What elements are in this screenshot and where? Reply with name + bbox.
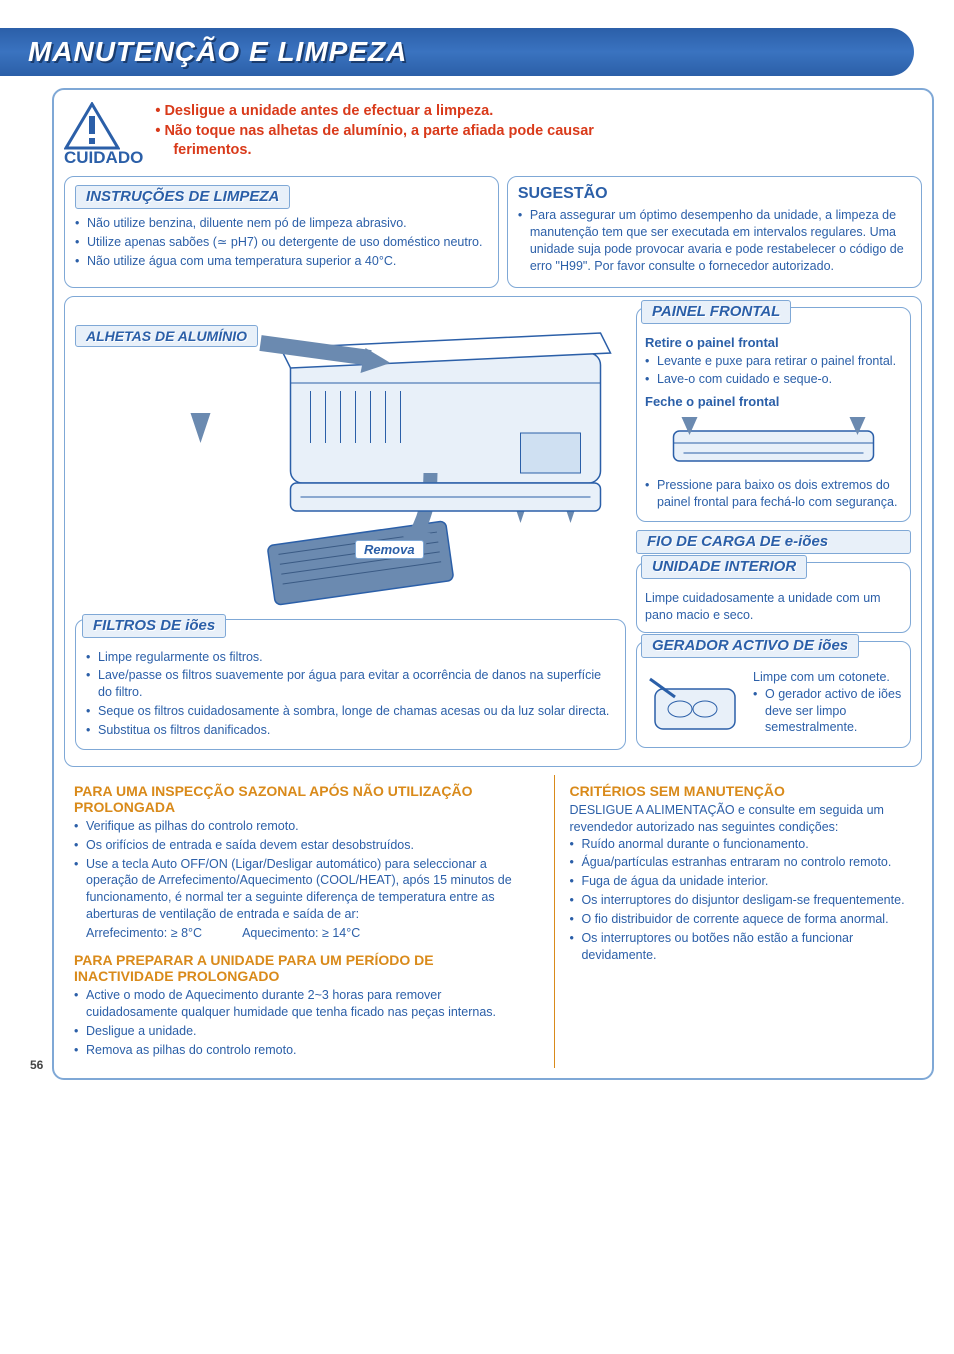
sugestao-text: Para assegurar um óptimo desempenho da u… <box>518 207 911 275</box>
fio-title: FIO DE CARGA DE e-iões <box>636 530 911 554</box>
painel-feche-body: Pressione para baixo os dois extremos do… <box>645 477 902 511</box>
caution-text: • Desligue a unidade antes de efectuar a… <box>155 102 594 161</box>
criterios-item: O fio distribuidor de corrente aquece de… <box>569 911 912 928</box>
inspeccao-item: Os orifícios de entrada e saída devem es… <box>74 837 536 854</box>
criterios-body: Ruído anormal durante o funcionamento. Á… <box>569 836 912 964</box>
inspeccao-aquec: Aquecimento: ≥ 14°C <box>242 925 360 942</box>
preparar-body: Active o modo de Aquecimento durante 2~3… <box>74 987 536 1059</box>
unidade-title: UNIDADE INTERIOR <box>641 555 807 579</box>
filtros-item: Lave/passe os filtros suavemente por águ… <box>86 667 615 701</box>
sugestao-body: Para assegurar um óptimo desempenho da u… <box>518 207 911 275</box>
filtros-title: FILTROS DE iões <box>82 614 226 638</box>
caution-line1: • Desligue a unidade antes de efectuar a… <box>155 102 594 122</box>
filtros-item: Substitua os filtros danificados. <box>86 722 615 739</box>
inspeccao-body: Verifique as pilhas do controlo remoto. … <box>74 818 536 942</box>
criterios-item: Os interruptores do disjuntor desligam-s… <box>569 892 912 909</box>
painel-feche-heading: Feche o painel frontal <box>645 394 902 409</box>
unidade-text: Limpe cuidadosamente a unidade com um pa… <box>645 590 902 624</box>
bottom-row: PARA UMA INSPECÇÃO SAZONAL APÓS NÃO UTIL… <box>64 775 922 1069</box>
painel-retire-item: Lave-o com cuidado e seque-o. <box>645 371 902 388</box>
criterios-item: Fuga de água da unidade interior. <box>569 873 912 890</box>
gerador-box: GERADOR ACTIVO DE iões Limpe com um co <box>636 641 911 748</box>
page-header: MANUTENÇÃO E LIMPEZA <box>0 28 914 76</box>
inspeccao-title: PARA UMA INSPECÇÃO SAZONAL APÓS NÃO UTIL… <box>74 783 536 815</box>
filtros-item: Seque os filtros cuidadosamente à sombra… <box>86 703 615 720</box>
caution-line2: • Não toque nas alhetas de alumínio, a p… <box>155 122 594 142</box>
page-title: MANUTENÇÃO E LIMPEZA <box>28 36 407 67</box>
remova-label: Remova <box>355 540 424 559</box>
diagram-left: ALHETAS DE ALUMÍNIO <box>75 307 626 756</box>
criterios-item: Ruído anormal durante o funcionamento. <box>569 836 912 853</box>
preparar-item: Desligue a unidade. <box>74 1023 536 1040</box>
bottom-right-col: CRITÉRIOS SEM MANUTENÇÃO DESLIGUE A ALIM… <box>554 775 922 1069</box>
painel-feche-item: Pressione para baixo os dois extremos do… <box>645 477 902 511</box>
inspeccao-arref: Arrefecimento: ≥ 8°C <box>86 925 202 942</box>
criterios-item: Água/partículas estranhas entraram no co… <box>569 854 912 871</box>
criterios-lead: DESLIGUE A ALIMENTAÇÃO e consulte em seg… <box>569 802 912 836</box>
preparar-title: PARA PREPARAR A UNIDADE PARA UM PERÍODO … <box>74 952 536 984</box>
caution-icon-block: CUIDADO <box>64 102 143 168</box>
main-diagram-panel: ALHETAS DE ALUMÍNIO <box>64 296 922 767</box>
sugestao-title: SUGESTÃO <box>518 185 911 203</box>
criterios-title: CRITÉRIOS SEM MANUTENÇÃO <box>569 783 912 799</box>
instrucoes-item: Não utilize água com uma temperatura sup… <box>75 253 488 270</box>
instrucoes-item: Utilize apenas sabões (≃ pH7) ou deterge… <box>75 234 488 251</box>
preparar-item: Active o modo de Aquecimento durante 2~3… <box>74 987 536 1021</box>
inspeccao-item: Verifique as pilhas do controlo remoto. <box>74 818 536 835</box>
top-row: INSTRUÇÕES DE LIMPEZA Não utilize benzin… <box>64 176 922 296</box>
instrucoes-item: Não utilize benzina, diluente nem pó de … <box>75 215 488 232</box>
gerador-title: GERADOR ACTIVO DE iões <box>641 634 859 658</box>
panel-close-illustration <box>645 413 902 473</box>
content-frame: CUIDADO • Desligue a unidade antes de ef… <box>52 88 934 1080</box>
preparar-item: Remova as pilhas do controlo remoto. <box>74 1042 536 1059</box>
page-number: 56 <box>30 1058 43 1072</box>
painel-retire-item: Levante e puxe para retirar o painel fro… <box>645 353 902 370</box>
inspeccao-item: Use a tecla Auto OFF/ON (Ligar/Desligar … <box>74 856 536 924</box>
caution-label: CUIDADO <box>64 148 143 168</box>
caution-line2b: ferimentos. <box>173 141 594 161</box>
diagram-right: PAINEL FRONTAL Retire o painel frontal L… <box>636 307 911 756</box>
painel-frontal-box: PAINEL FRONTAL Retire o painel frontal L… <box>636 307 911 523</box>
aircon-illustration: Remova <box>75 313 626 613</box>
caution-row: CUIDADO • Desligue a unidade antes de ef… <box>64 102 922 168</box>
instrucoes-title: INSTRUÇÕES DE LIMPEZA <box>75 185 290 209</box>
instrucoes-body: Não utilize benzina, diluente nem pó de … <box>75 215 488 270</box>
warning-icon <box>64 102 120 150</box>
gerador-item: O gerador activo de iões deve ser limpo … <box>753 686 902 737</box>
filtros-body: Limpe regularmente os filtros. Lave/pass… <box>86 649 615 739</box>
sugestao-panel: SUGESTÃO Para assegurar um óptimo desemp… <box>507 176 922 288</box>
filtros-item: Limpe regularmente os filtros. <box>86 649 615 666</box>
unidade-interior-box: UNIDADE INTERIOR Limpe cuidadosamente a … <box>636 562 911 633</box>
criterios-item: Os interruptores ou botões não estão a f… <box>569 930 912 964</box>
painel-title: PAINEL FRONTAL <box>641 300 791 324</box>
painel-retire-heading: Retire o painel frontal <box>645 335 902 350</box>
painel-retire-body: Levante e puxe para retirar o painel fro… <box>645 353 902 389</box>
instrucoes-panel: INSTRUÇÕES DE LIMPEZA Não utilize benzin… <box>64 176 499 288</box>
filtros-panel: FILTROS DE iões Limpe regularmente os fi… <box>75 619 626 750</box>
gerador-body: Limpe com um cotonete. O gerador activo … <box>753 669 902 739</box>
bottom-left-col: PARA UMA INSPECÇÃO SAZONAL APÓS NÃO UTIL… <box>64 775 546 1069</box>
gerador-lead: Limpe com um cotonete. <box>753 669 902 686</box>
gerador-illustration <box>645 669 745 739</box>
